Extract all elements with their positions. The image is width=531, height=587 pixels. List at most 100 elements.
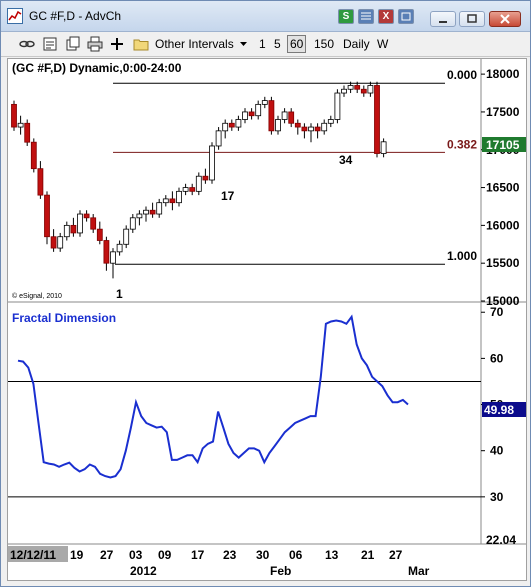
price-candle[interactable] [149,202,156,218]
price-candle[interactable] [314,123,321,139]
candle-body [189,187,196,192]
price-candle[interactable] [189,183,196,196]
candle-body [281,111,288,120]
maximize-button[interactable] [459,11,485,27]
price-candle[interactable] [380,138,387,158]
month-axis-label: Mar [408,564,430,578]
price-candle[interactable] [50,229,57,252]
price-candle[interactable] [248,108,255,120]
lines-icon[interactable] [358,9,374,24]
candle-body [347,85,354,90]
interval-60[interactable]: 60 [287,35,307,53]
candle-body [77,213,83,234]
price-candle[interactable] [30,138,37,173]
interval-weekly[interactable]: W [377,37,389,51]
price-candle[interactable] [24,119,31,146]
price-candle[interactable] [367,81,374,97]
price-candle[interactable] [327,115,334,128]
price-candle[interactable] [308,123,314,143]
price-candle[interactable] [347,81,354,94]
candle-body [222,122,229,132]
close-button[interactable] [489,11,521,27]
price-candle[interactable] [215,127,222,150]
date-axis-label: 23 [223,548,237,562]
indicator-axis-label: 30 [490,490,504,504]
candle-body [169,198,176,204]
window-link-icon[interactable] [398,9,414,24]
price-candle[interactable] [96,221,103,245]
price-candle[interactable] [176,187,182,207]
minimize-button[interactable] [430,11,456,27]
price-candle[interactable] [90,214,97,233]
title-bar[interactable]: GC #F,D - AdvCh S X [1,1,530,32]
price-candle[interactable] [242,108,248,124]
price-axis-label: 16500 [486,181,520,195]
candle-body [228,122,235,128]
price-candle[interactable] [268,96,275,135]
price-candle[interactable] [169,191,176,211]
price-candle[interactable] [156,198,163,218]
price-candle[interactable] [77,210,83,237]
price-candle[interactable] [70,217,77,237]
price-candle[interactable] [57,232,64,252]
chart-properties-icon[interactable] [42,36,58,52]
low-value-label: 22.04 [486,533,516,547]
price-candle[interactable] [162,195,169,207]
price-candle[interactable] [281,108,288,124]
price-candle[interactable] [136,210,143,226]
interval-5[interactable]: 5 [274,37,281,51]
candle-body [242,111,248,120]
price-candle[interactable] [341,85,347,97]
price-candle[interactable] [63,221,70,241]
price-candle[interactable] [255,100,262,120]
price-candle[interactable] [116,240,123,256]
price-candle[interactable] [11,100,17,131]
candle-body [294,122,301,128]
price-candle[interactable] [294,119,301,135]
candle-body [321,122,328,132]
price-candle[interactable] [261,96,268,109]
price-candle[interactable] [321,119,328,135]
price-candle[interactable] [235,115,242,131]
candle-body [195,175,202,192]
price-candle[interactable] [202,168,209,184]
price-candle[interactable] [195,172,202,196]
chart-canvas[interactable]: (GC #F,D) Dynamic,0:00-24:00 © eSignal, … [8,59,526,580]
chevron-down-icon[interactable] [239,40,248,48]
price-candle[interactable] [360,85,367,97]
price-candle[interactable] [275,115,281,135]
fractal-dimension-line[interactable] [17,314,409,479]
price-candle[interactable] [288,108,295,128]
price-candle[interactable] [83,210,90,222]
price-candle[interactable] [209,142,215,184]
price-candle[interactable] [228,119,235,131]
fib-level-label: 0.000 [447,68,477,82]
interval-daily[interactable]: Daily [343,37,370,51]
price-candle[interactable] [222,119,229,139]
interval-1[interactable]: 1 [259,37,266,51]
price-candle[interactable] [374,81,380,158]
other-intervals-dropdown[interactable]: Other Intervals [155,37,234,51]
price-candle[interactable] [129,214,136,233]
price-candle[interactable] [334,89,341,124]
last-value-marker [482,402,526,417]
link-chain-icon[interactable] [19,36,35,52]
price-candle[interactable] [143,206,149,222]
s-icon[interactable]: S [338,9,354,24]
price-candle[interactable] [17,115,24,135]
price-candle[interactable] [301,123,308,139]
price-candle[interactable] [182,183,189,196]
print-icon[interactable] [87,36,103,52]
crosshair-icon[interactable] [109,36,125,52]
price-candle[interactable] [103,236,110,271]
price-candle[interactable] [37,161,44,199]
price-candle[interactable] [110,248,116,279]
interval-150[interactable]: 150 [314,37,335,51]
x-icon[interactable]: X [378,9,394,24]
price-candle[interactable] [44,191,50,245]
copyright-label: © eSignal, 2010 [12,292,62,300]
copy-chart-icon[interactable] [65,36,81,52]
chart-area[interactable]: (GC #F,D) Dynamic,0:00-24:00 © eSignal, … [7,58,527,581]
price-candle[interactable] [123,225,130,249]
price-candle[interactable] [354,81,361,94]
